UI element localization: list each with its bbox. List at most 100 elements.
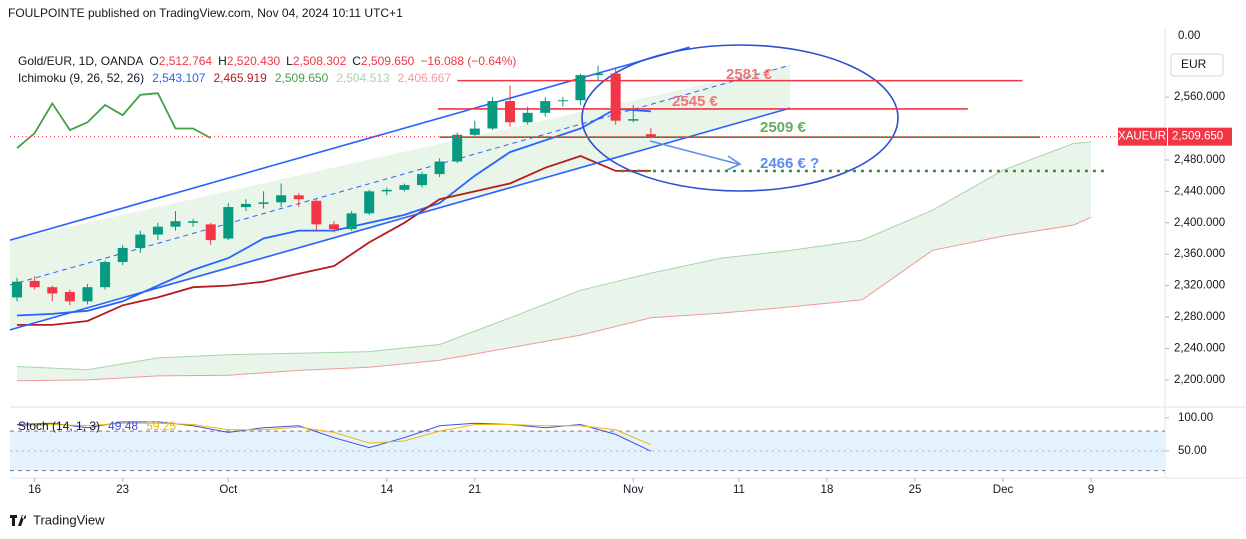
ohlc-key: H <box>218 54 227 68</box>
level-label: 2466 € ? <box>760 155 819 172</box>
candle-body <box>223 207 234 239</box>
stoch-name: Stoch (14, 1, 3) <box>18 419 100 433</box>
publisher: FOULPOINTE published on TradingView.com,… <box>8 6 403 20</box>
candle-body <box>364 191 375 214</box>
candle-body <box>293 195 304 200</box>
ichimoku-cloud <box>17 141 1092 381</box>
x-tick-label: 21 <box>468 484 481 496</box>
x-tick-label: 18 <box>821 484 834 496</box>
candle-body <box>82 287 93 302</box>
candle-body <box>540 101 551 113</box>
price-tag-symbol-text: XAUEUR <box>1118 131 1166 143</box>
candle-body <box>522 112 533 123</box>
candle-body <box>135 234 146 248</box>
indicator-name: Ichimoku (9, 26, 52, 26) <box>18 71 144 85</box>
y-tick-label: 2,480.000 <box>1174 154 1225 166</box>
symbol: Gold/EUR, 1D, OANDA <box>18 54 143 68</box>
currency[interactable]: EUR <box>1181 57 1207 71</box>
stoch-line <box>16 421 652 452</box>
candle-body <box>328 224 339 230</box>
logo <box>10 515 27 526</box>
currency-button[interactable] <box>1170 53 1224 77</box>
arrow-head <box>726 155 742 171</box>
y-tick-label: 2,240.000 <box>1174 342 1225 354</box>
price-tag-symbol <box>1118 127 1167 146</box>
top-scale-label: 0.00 <box>1178 30 1200 42</box>
candle-body <box>12 281 23 298</box>
candle-body <box>487 101 498 129</box>
x-tick-label: 25 <box>909 484 922 496</box>
candle-body <box>628 119 639 121</box>
indicator-value: 2,504.513 <box>336 71 390 85</box>
level-label: 2509 € <box>760 119 807 136</box>
candle-body <box>593 73 604 76</box>
candle-body <box>47 287 58 294</box>
symbol-legend: Gold/EUR, 1D, OANDA O2,512.764 H2,520.430 L… <box>18 54 516 68</box>
ichimoku-line <box>16 216 1092 382</box>
x-tick-label: Nov <box>623 484 644 496</box>
x-tick-label: 16 <box>28 484 41 496</box>
candle-body <box>205 224 216 241</box>
price-tag <box>1168 127 1232 146</box>
candle-body <box>152 226 163 235</box>
trend-line <box>9 107 791 331</box>
change: −16.088 (−0.64%) <box>420 54 516 68</box>
candle-body <box>399 185 410 190</box>
candle-body <box>575 75 586 101</box>
candle-body <box>381 189 392 192</box>
ohlc-value: 2,509.650 <box>361 54 415 68</box>
y-tick-label: 2,400.000 <box>1174 217 1225 229</box>
y-tick-label: 50.00 <box>1178 445 1207 457</box>
candle-body <box>557 100 568 102</box>
candle-body <box>276 195 287 203</box>
candle-body <box>505 101 516 123</box>
indicator-legend: Ichimoku (9, 26, 52, 26) 2,543.107 2,465.9… <box>18 71 451 85</box>
stoch-value: 59.25 <box>146 419 176 433</box>
y-tick-label: 2,360.000 <box>1174 248 1225 260</box>
y-tick-label: 100.00 <box>1178 412 1213 424</box>
stoch-value: 49.48 <box>108 419 138 433</box>
stoch-legend: Stoch (14, 1, 3) 49.48 59.25 <box>18 419 176 433</box>
ichimoku-line <box>16 141 1092 371</box>
ohlc-value: 2,520.430 <box>227 54 281 68</box>
ohlc-key: C <box>352 54 361 68</box>
stoch-line <box>16 422 652 446</box>
candle-body <box>29 280 40 288</box>
arrow-drawing <box>649 140 739 165</box>
y-tick-label: 2,560.000 <box>1174 91 1225 103</box>
indicator-value: 2,465.919 <box>213 71 267 85</box>
brand: TradingView <box>33 512 105 527</box>
channel-fill <box>10 65 790 330</box>
x-tick-label: Oct <box>219 484 238 496</box>
x-tick-label: 23 <box>116 484 129 496</box>
candle-body <box>311 200 322 225</box>
x-tick-label: 14 <box>380 484 393 496</box>
candle-body <box>346 213 357 230</box>
candle-body <box>416 174 427 186</box>
ohlc-key: L <box>286 54 293 68</box>
candle-body <box>170 221 181 227</box>
x-tick-label: Dec <box>993 484 1014 496</box>
candle-body <box>469 128 480 135</box>
candle-body <box>64 291 75 302</box>
ohlc-key: O <box>149 54 158 68</box>
indicator-value: 2,509.650 <box>275 71 329 85</box>
price-tag-text: 2,509.650 <box>1172 131 1223 143</box>
ellipse-drawing <box>581 44 899 192</box>
candle-body <box>240 203 251 208</box>
ichimoku-line <box>16 92 212 149</box>
ohlc-value: 2,512.764 <box>159 54 213 68</box>
candle-body <box>188 221 199 223</box>
candle-body <box>610 73 621 121</box>
candle-body <box>645 134 656 137</box>
indicator-value: 2,543.107 <box>152 71 206 85</box>
y-tick-label: 2,280.000 <box>1174 311 1225 323</box>
candle-body <box>117 247 128 263</box>
y-tick-label: 2,200.000 <box>1174 374 1225 386</box>
y-tick-label: 2,440.000 <box>1174 185 1225 197</box>
level-label: 2581 € <box>726 66 773 83</box>
candle-body <box>258 202 269 204</box>
candle-body <box>100 262 111 288</box>
ohlc-value: 2,508.302 <box>293 54 347 68</box>
